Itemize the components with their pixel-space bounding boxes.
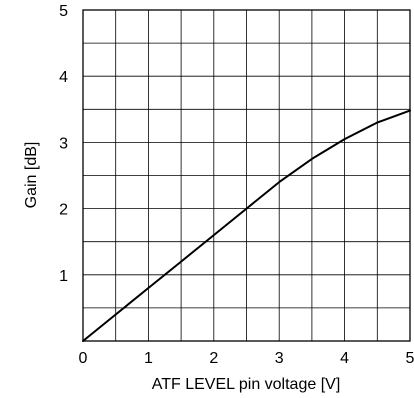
x-axis-label: ATF LEVEL pin voltage [V] [152, 376, 341, 393]
x-tick-label: 0 [79, 350, 88, 367]
y-tick-labels: 1 2 3 4 5 [59, 3, 68, 285]
x-tick-labels: 0 1 2 3 4 5 [79, 350, 414, 367]
plot-frame [82, 9, 411, 342]
x-tick-label: 2 [209, 350, 218, 367]
x-tick-label: 4 [340, 350, 349, 367]
y-tick-label: 1 [59, 268, 68, 285]
gain-curve [82, 109, 411, 342]
y-axis-label: Gain [dB] [23, 142, 40, 209]
y-tick-label: 4 [59, 69, 68, 86]
y-tick-label: 5 [59, 3, 68, 20]
x-tick-label: 3 [275, 350, 284, 367]
grid [83, 10, 410, 341]
x-tick-label: 1 [144, 350, 153, 367]
y-tick-label: 3 [59, 135, 68, 152]
x-tick-label: 5 [406, 350, 414, 367]
y-tick-label: 2 [59, 202, 68, 219]
